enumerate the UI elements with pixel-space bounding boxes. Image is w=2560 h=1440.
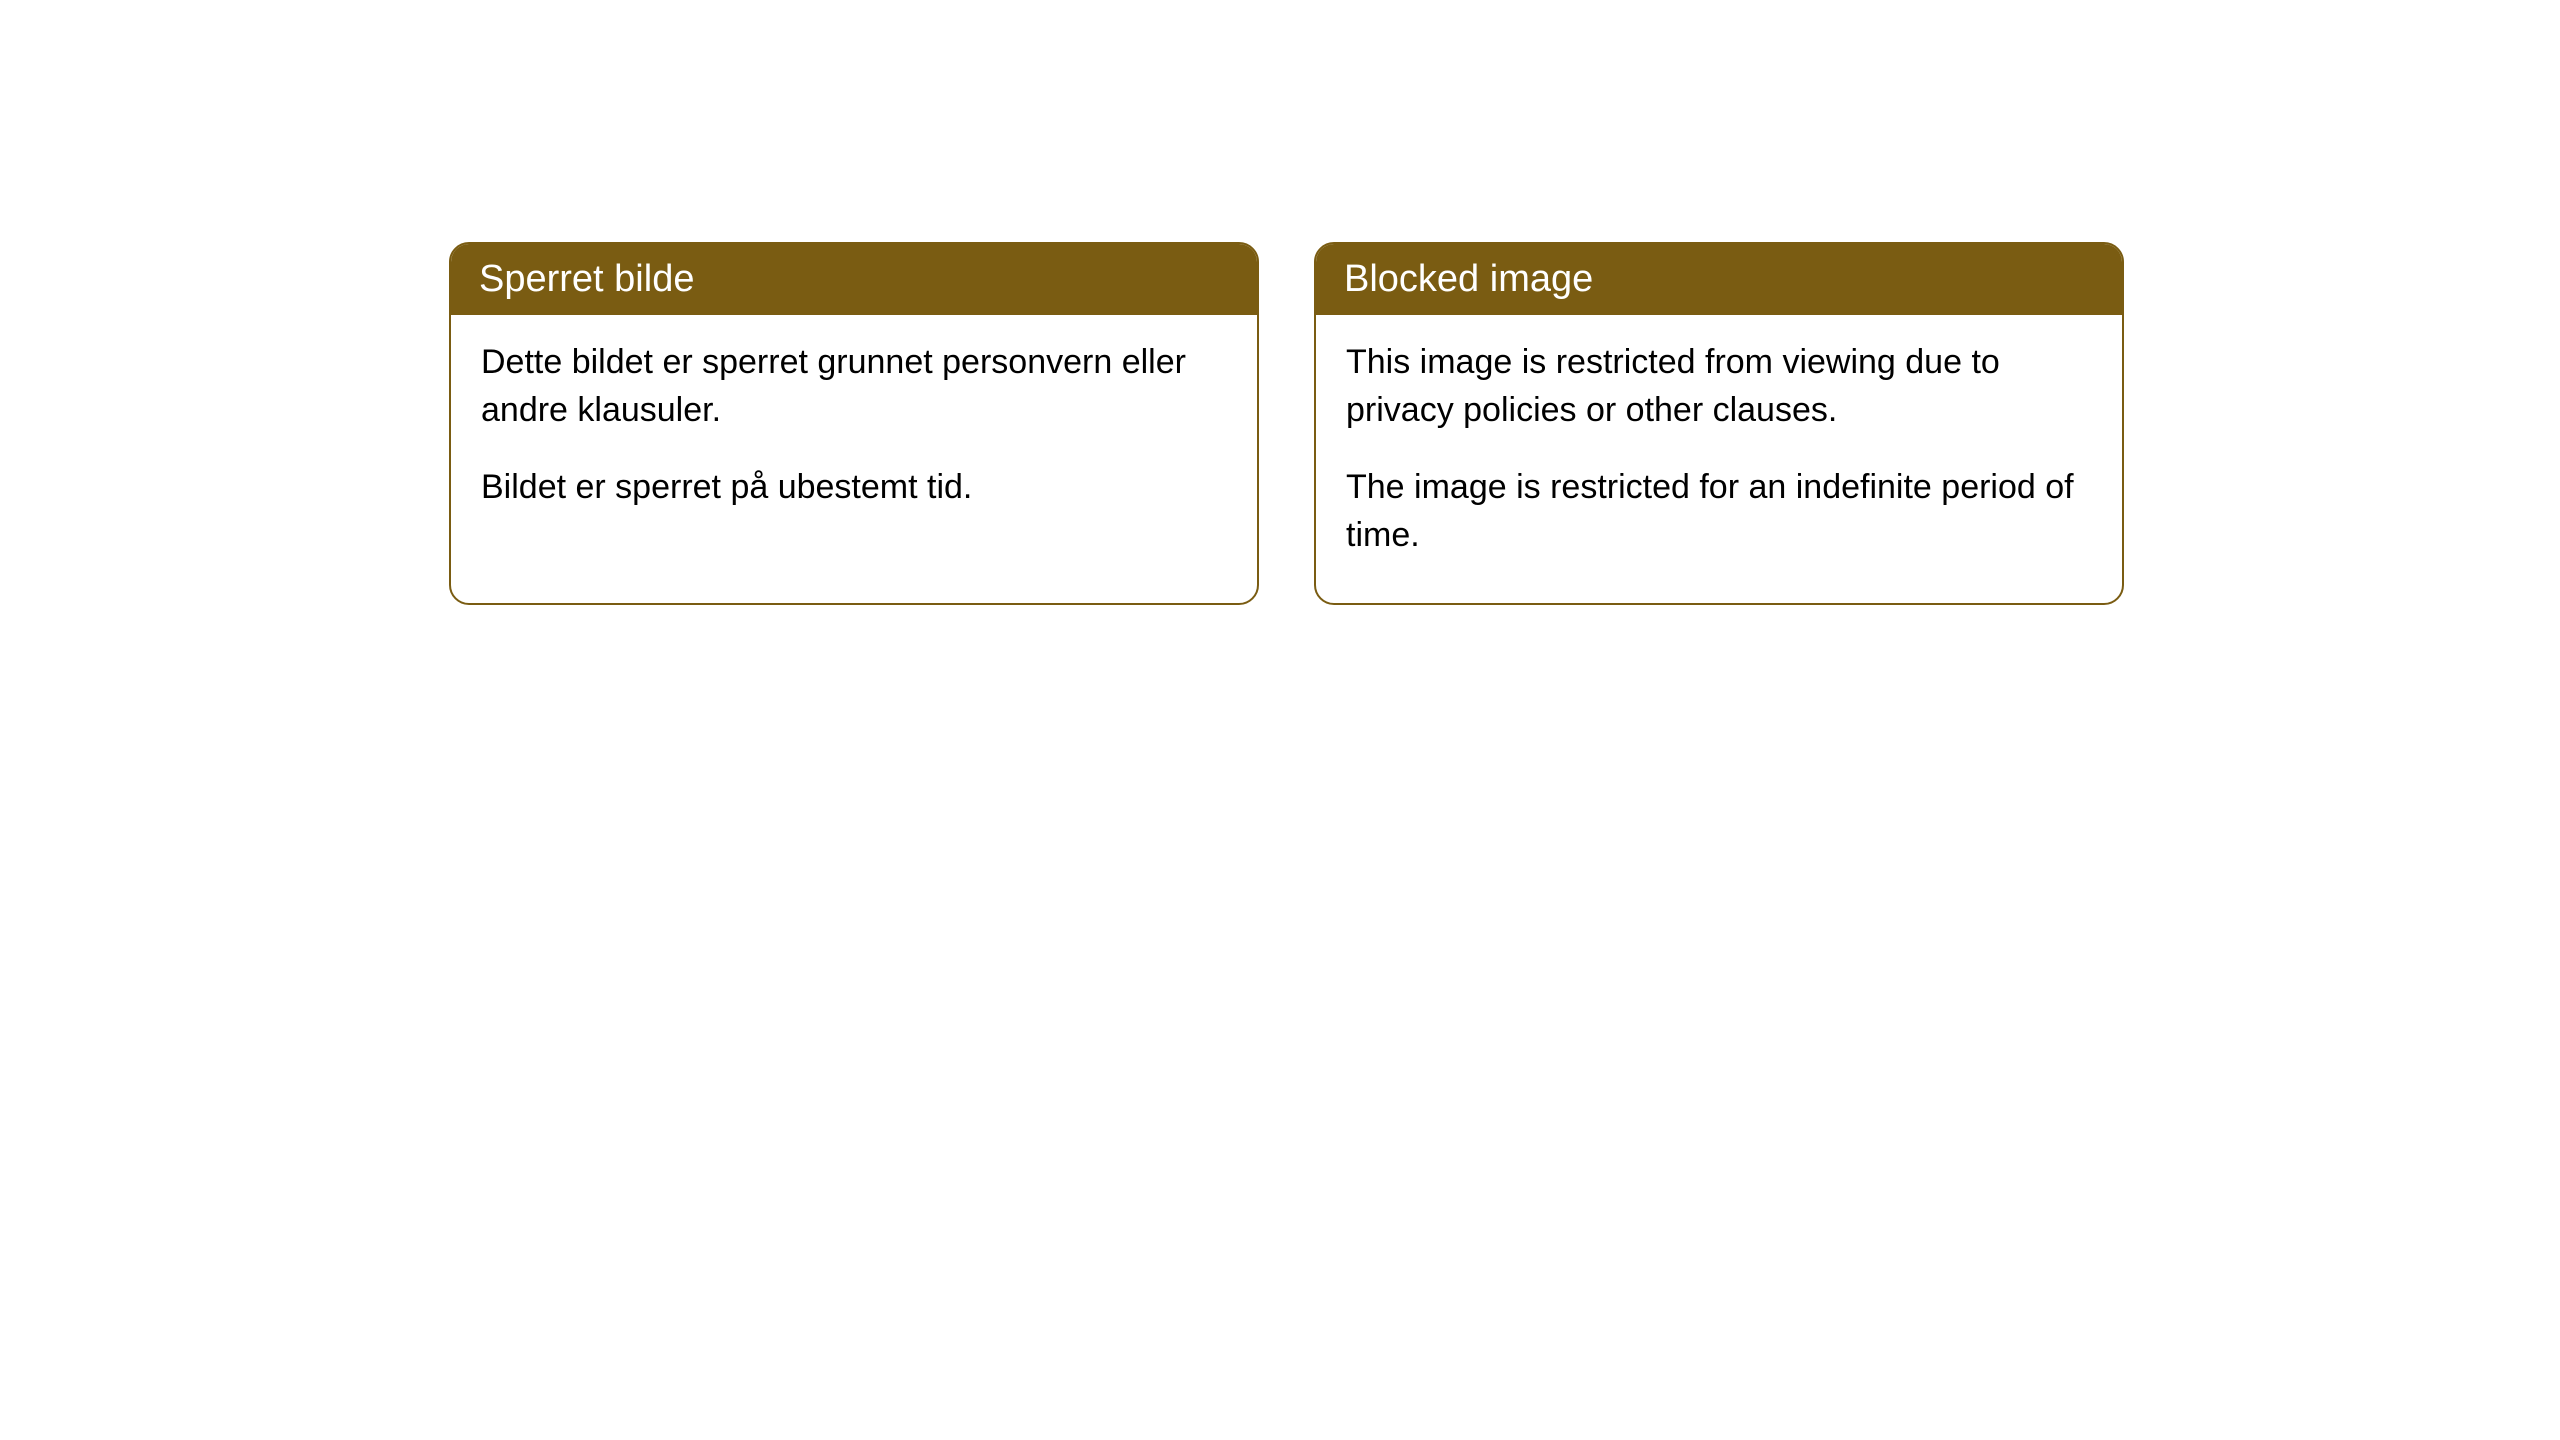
blocked-image-card-norwegian: Sperret bilde Dette bildet er sperret gr…: [449, 242, 1259, 605]
card-paragraph: This image is restricted from viewing du…: [1346, 339, 2092, 434]
card-paragraph: Dette bildet er sperret grunnet personve…: [481, 339, 1227, 434]
blocked-image-card-english: Blocked image This image is restricted f…: [1314, 242, 2124, 605]
card-paragraph: The image is restricted for an indefinit…: [1346, 464, 2092, 559]
card-title: Blocked image: [1344, 258, 1593, 300]
card-paragraph: Bildet er sperret på ubestemt tid.: [481, 464, 1227, 512]
notice-cards-container: Sperret bilde Dette bildet er sperret gr…: [449, 242, 2124, 605]
card-title: Sperret bilde: [479, 258, 694, 300]
card-header-norwegian: Sperret bilde: [451, 244, 1257, 315]
card-header-english: Blocked image: [1316, 244, 2122, 315]
card-body-english: This image is restricted from viewing du…: [1316, 315, 2122, 603]
card-body-norwegian: Dette bildet er sperret grunnet personve…: [451, 315, 1257, 556]
